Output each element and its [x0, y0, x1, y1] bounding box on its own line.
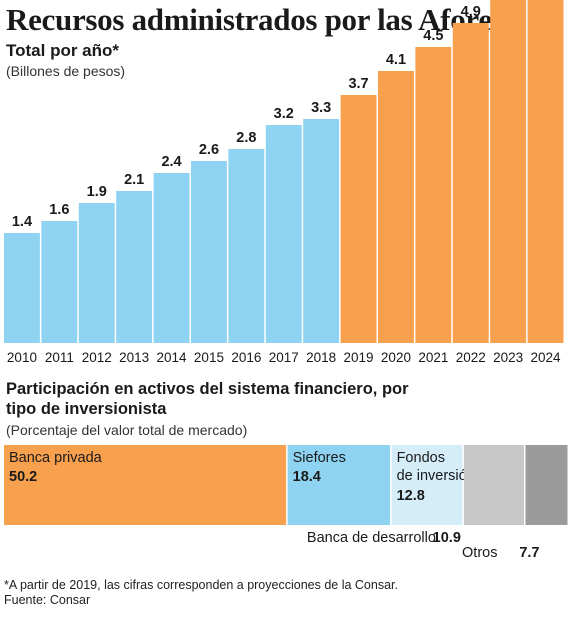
bar-value-label: 2.8 — [236, 130, 256, 146]
segment-banca-de-desarrollo — [463, 445, 524, 525]
x-tick-label: 2011 — [45, 350, 74, 365]
segment-label: Banca de desarrollo — [307, 530, 436, 546]
segment-label: Siefores — [293, 450, 346, 466]
segment-banca-privada — [4, 445, 287, 525]
bar-2016 — [228, 149, 265, 343]
x-tick-label: 2020 — [381, 350, 411, 365]
bar-value-label: 1.6 — [49, 202, 69, 218]
footnote: *A partir de 2019, las cifras correspond… — [4, 578, 398, 608]
bar-value-label: 4.9 — [461, 4, 481, 20]
segment-otros — [525, 445, 568, 525]
stacked-bar-title-text: Participación en activos del sistema fin… — [6, 380, 409, 418]
projection-note: *A partir de 2019, las cifras correspond… — [4, 578, 398, 592]
segment-label: Banca privada — [9, 450, 103, 466]
segment-label: Fondos de inversión — [397, 450, 475, 484]
bar-value-label: 2.4 — [161, 154, 181, 170]
bar-value-label: 1.9 — [87, 184, 107, 200]
bar-2023 — [490, 0, 527, 343]
bar-value-label: 1.4 — [12, 214, 32, 230]
bar-2019 — [340, 95, 377, 343]
chart-title: Recursos administrados por las Afores — [6, 2, 504, 37]
x-tick-label: 2024 — [531, 350, 562, 365]
bar-2015 — [191, 161, 227, 343]
bar-2014 — [153, 173, 190, 343]
bar-2024 — [527, 0, 564, 343]
bar-chart-title: Total por año* — [6, 41, 120, 60]
x-tick-label: 2014 — [157, 350, 188, 365]
bar-2022 — [452, 23, 489, 343]
bar-value-label: 4.1 — [386, 52, 406, 68]
bar-2018 — [303, 119, 340, 343]
bar-2017 — [265, 125, 302, 343]
x-tick-label: 2022 — [456, 350, 486, 365]
segment-label: Otros — [462, 545, 497, 561]
stacked-bar-title: Participación en activos del sistema fin… — [6, 379, 421, 419]
segment-fondos-de-inversión — [391, 445, 463, 525]
x-tick-label: 2016 — [231, 350, 261, 365]
bar-2013 — [116, 191, 153, 343]
segment-value: 50.2 — [9, 469, 37, 485]
x-tick-label: 2021 — [418, 350, 448, 365]
segment-value: 7.7 — [519, 545, 539, 561]
x-tick-label: 2010 — [7, 350, 37, 365]
annual-bars: 1.4 2010 1.6 2011 1.9 2012 2.1 2013 2.4 2014 2.6 20… — [4, 0, 564, 365]
x-tick-label: 2013 — [119, 350, 149, 365]
bar-value-label: 2.1 — [124, 172, 144, 188]
x-tick-label: 2019 — [344, 350, 374, 365]
bar-value-label: 3.3 — [311, 100, 331, 116]
bar-value-label: 2.6 — [199, 142, 219, 158]
stacked-bar-units: (Porcentaje del valor total de mercado) — [6, 422, 248, 438]
x-tick-label: 2018 — [306, 350, 336, 365]
x-tick-label: 2015 — [194, 350, 224, 365]
x-tick-label: 2012 — [82, 350, 112, 365]
x-tick-label: 2017 — [269, 350, 299, 365]
bar-2010 — [4, 233, 40, 343]
source-note: Fuente: Consar — [4, 593, 91, 607]
stacked-bar: Banca privada 50.2 Siefores 18.4 Fondos de in… — [4, 445, 568, 561]
segment-siefores — [287, 445, 391, 525]
bar-2021 — [415, 47, 452, 343]
bar-value-label: 4.5 — [423, 28, 443, 44]
segment-value: 18.4 — [293, 469, 321, 485]
bar-value-label: 3.7 — [348, 76, 368, 92]
segment-value: 12.8 — [397, 488, 425, 504]
bar-2020 — [378, 71, 414, 343]
x-tick-label: 2023 — [493, 350, 523, 365]
bar-2011 — [41, 221, 78, 343]
bar-value-label: 3.2 — [274, 106, 294, 122]
segment-value: 10.9 — [433, 530, 461, 546]
bar-2012 — [78, 203, 115, 343]
bar-chart-units: (Billones de pesos) — [6, 63, 126, 79]
